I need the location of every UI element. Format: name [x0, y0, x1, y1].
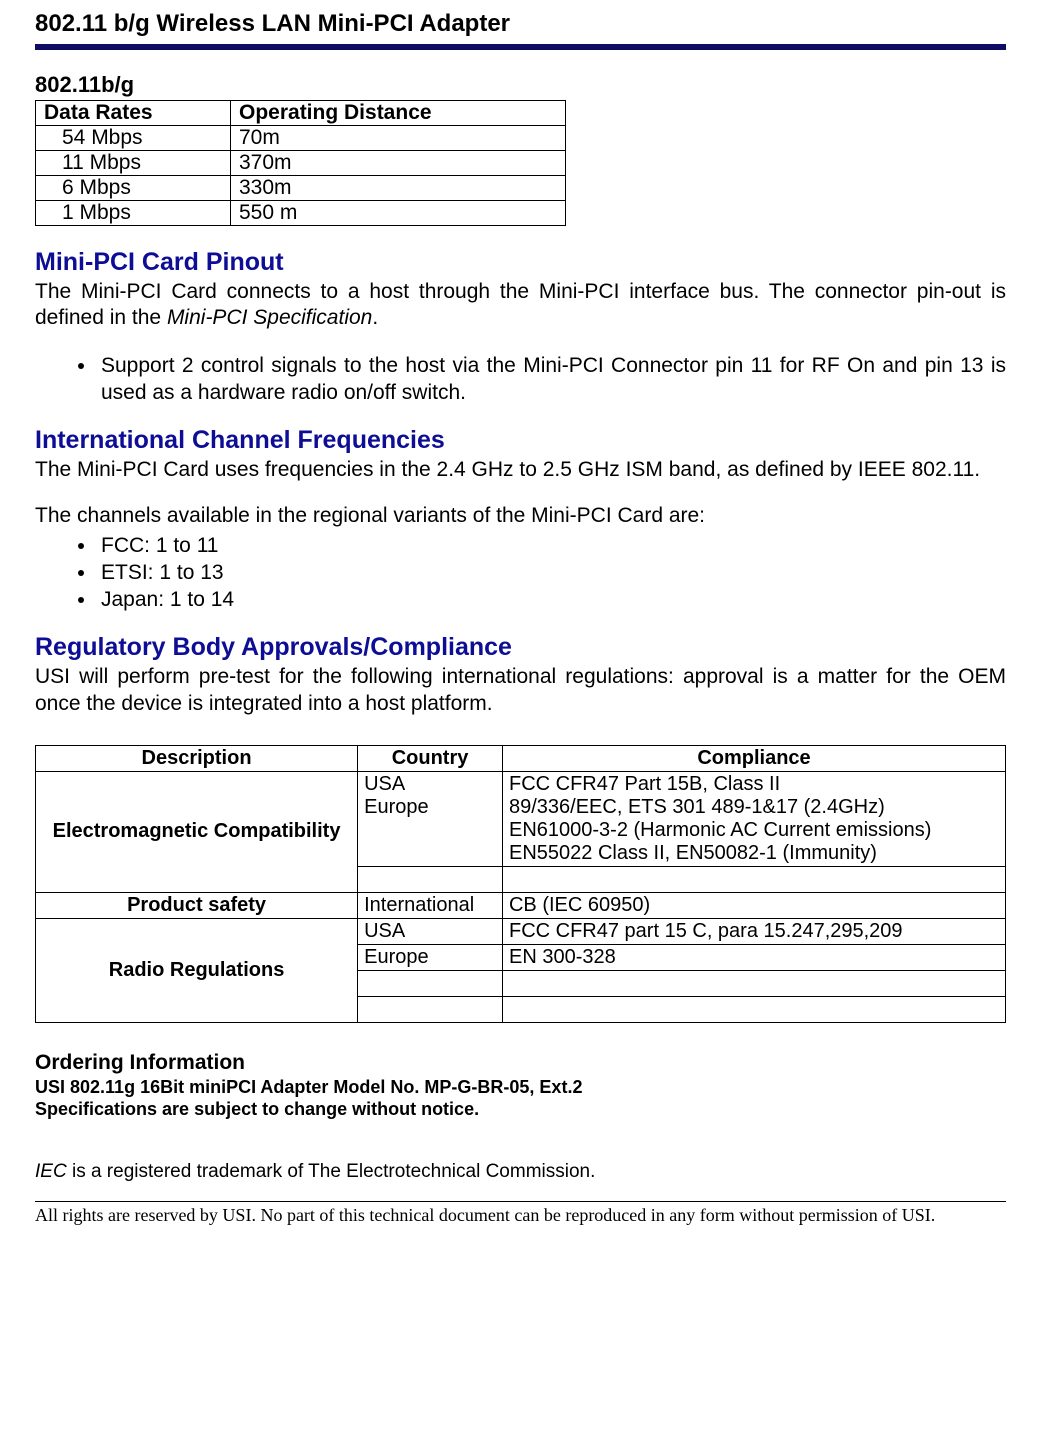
- emc-country-b: Europe: [364, 796, 429, 818]
- table-header-row: Data Rates Operating Distance: [36, 101, 566, 126]
- comp-header: Compliance: [502, 745, 1005, 771]
- radio-r1-comp: FCC CFR47 part 15 C, para 15.247,295,209: [502, 918, 1005, 944]
- comp-row: Radio Regulations USA FCC CFR47 part 15 …: [36, 918, 1006, 944]
- trademark-line: IEC is a registered trademark of The Ele…: [35, 1161, 1006, 1183]
- rates-header-1: Operating Distance: [231, 101, 566, 126]
- ordering-heading: Ordering Information: [35, 1051, 1006, 1075]
- dist-cell: 370m: [231, 151, 566, 176]
- comp-row: Product safety International CB (IEC 609…: [36, 892, 1006, 918]
- emc-c1: FCC CFR47 Part 15B, Class II: [509, 773, 780, 795]
- safety-label: Product safety: [36, 892, 358, 918]
- channels-p2: The channels available in the regional v…: [35, 503, 1006, 529]
- radio-empty: [358, 970, 503, 996]
- footer-text: All rights are reserved by USI. No part …: [35, 1205, 1006, 1226]
- doc-title: 802.11 b/g Wireless LAN Mini-PCI Adapter: [35, 10, 1006, 38]
- dist-cell: 70m: [231, 126, 566, 151]
- title-rule: [35, 44, 1006, 50]
- ordering-l1: USI 802.11g 16Bit miniPCI Adapter Model …: [35, 1077, 582, 1097]
- rates-header-0: Data Rates: [36, 101, 231, 126]
- pinout-heading: Mini-PCI Card Pinout: [35, 248, 1006, 277]
- table-row: 6 Mbps 330m: [36, 176, 566, 201]
- comp-header: Country: [358, 745, 503, 771]
- trademark-rest: is a registered trademark of The Electro…: [67, 1161, 596, 1182]
- emc-compliance: FCC CFR47 Part 15B, Class II 89/336/EEC,…: [502, 771, 1005, 866]
- channels-p1: The Mini-PCI Card uses frequencies in th…: [35, 457, 1006, 483]
- emc-country: USA Europe: [358, 771, 503, 866]
- pinout-bullet: Support 2 control signals to the host vi…: [97, 352, 1006, 407]
- channels-bullets: FCC: 1 to 11 ETSI: 1 to 13 Japan: 1 to 1…: [35, 532, 1006, 614]
- radio-empty: [502, 996, 1005, 1022]
- subtitle: 802.11b/g: [35, 72, 1006, 98]
- channels-bullet: Japan: 1 to 14: [97, 586, 1006, 613]
- footer-rule: [35, 1201, 1006, 1202]
- pinout-bullets: Support 2 control signals to the host vi…: [35, 352, 1006, 407]
- rate-cell: 6 Mbps: [36, 176, 231, 201]
- radio-empty: [502, 970, 1005, 996]
- rates-table: Data Rates Operating Distance 54 Mbps 70…: [35, 100, 566, 226]
- ordering-text: USI 802.11g 16Bit miniPCI Adapter Model …: [35, 1076, 1006, 1121]
- pinout-spec-italic: Mini-PCI Specification: [167, 306, 372, 329]
- emc-c3: EN61000-3-2 (Harmonic AC Current emissio…: [509, 819, 931, 841]
- channels-bullet: FCC: 1 to 11: [97, 532, 1006, 559]
- compliance-table: Description Country Compliance Electroma…: [35, 745, 1006, 1023]
- table-row: 11 Mbps 370m: [36, 151, 566, 176]
- emc-empty-country: [358, 866, 503, 892]
- table-row: 1 Mbps 550 m: [36, 201, 566, 226]
- safety-country: International: [358, 892, 503, 918]
- comp-row: Electromagnetic Compatibility USA Europe…: [36, 771, 1006, 866]
- table-row: 54 Mbps 70m: [36, 126, 566, 151]
- channels-bullet: ETSI: 1 to 13: [97, 559, 1006, 586]
- rate-cell: 11 Mbps: [36, 151, 231, 176]
- radio-r1-country: USA: [358, 918, 503, 944]
- radio-label: Radio Regulations: [36, 918, 358, 1022]
- pinout-paragraph: The Mini-PCI Card connects to a host thr…: [35, 279, 1006, 332]
- comp-header-row: Description Country Compliance: [36, 745, 1006, 771]
- trademark-iec: IEC: [35, 1161, 67, 1182]
- rate-cell: 54 Mbps: [36, 126, 231, 151]
- emc-country-a: USA: [364, 773, 405, 795]
- radio-empty: [358, 996, 503, 1022]
- rate-cell: 1 Mbps: [36, 201, 231, 226]
- dist-cell: 330m: [231, 176, 566, 201]
- emc-empty-comp: [502, 866, 1005, 892]
- pinout-text-b: .: [372, 306, 378, 329]
- radio-r2-comp: EN 300-328: [502, 944, 1005, 970]
- emc-c4: EN55022 Class II, EN50082-1 (Immunity): [509, 842, 877, 864]
- ordering-l2: Specifications are subject to change wit…: [35, 1099, 479, 1119]
- comp-header: Description: [36, 745, 358, 771]
- dist-cell: 550 m: [231, 201, 566, 226]
- safety-comp: CB (IEC 60950): [502, 892, 1005, 918]
- emc-c2: 89/336/EEC, ETS 301 489-1&17 (2.4GHz): [509, 796, 885, 818]
- regulatory-p1: USI will perform pre-test for the follow…: [35, 664, 1006, 717]
- channels-heading: International Channel Frequencies: [35, 426, 1006, 455]
- radio-r2-country: Europe: [358, 944, 503, 970]
- regulatory-heading: Regulatory Body Approvals/Compliance: [35, 633, 1006, 662]
- emc-label: Electromagnetic Compatibility: [36, 771, 358, 892]
